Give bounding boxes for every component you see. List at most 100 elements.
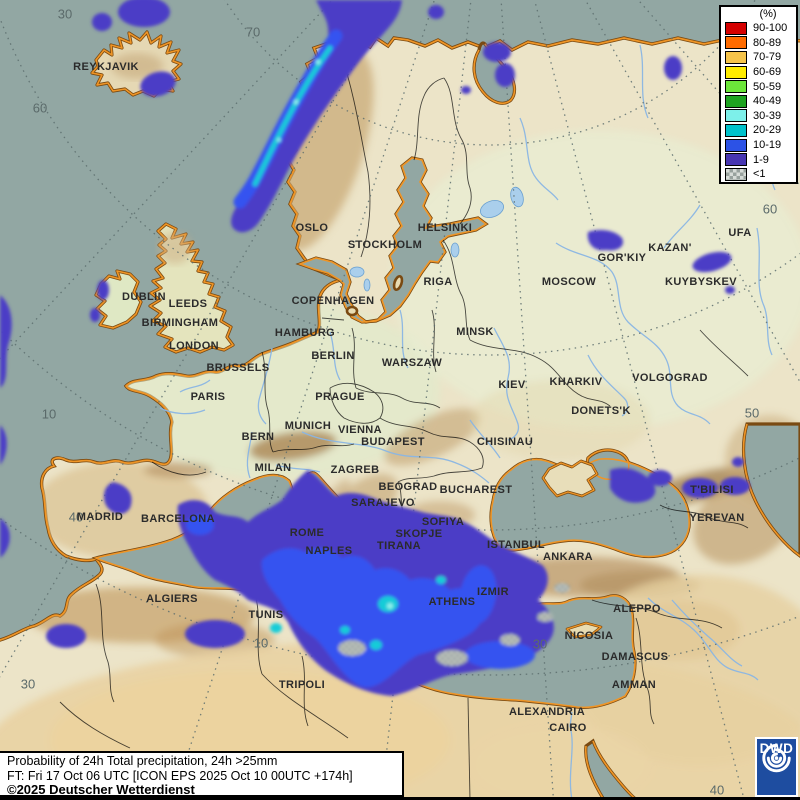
dwd-logo: DWD (755, 737, 798, 797)
city-label-moscow: MOSCOW (541, 276, 597, 288)
legend-range-label: 50-59 (753, 80, 782, 93)
city-label-naples: NAPLES (305, 545, 353, 557)
graticule-label: 50 (744, 405, 760, 421)
city-label-hamburg: HAMBURG (274, 327, 336, 339)
city-label-oslo: OSLO (295, 222, 329, 234)
city-label-prague: PRAGUE (315, 391, 365, 403)
city-label-rome: ROME (289, 527, 325, 539)
legend-row: 90-100 (725, 21, 793, 36)
bottom-border (0, 797, 800, 800)
city-label-gor-kiy: GOR'KIY (597, 252, 647, 264)
legend-row: 40-49 (725, 94, 793, 109)
graticule-label: 10 (253, 635, 269, 651)
city-label-brussels: BRUSSELS (206, 362, 270, 374)
legend-swatch (725, 21, 747, 35)
city-label-volgograd: VOLGOGRAD (632, 372, 708, 384)
city-label-tirana: TIRANA (377, 540, 421, 552)
legend-swatch (725, 80, 747, 94)
city-label-kiev: KIEV (498, 379, 526, 391)
city-label-barcelona: BARCELONA (141, 513, 215, 525)
city-label-berlin: BERLIN (311, 350, 355, 362)
city-label-budapest: BUDAPEST (361, 436, 425, 448)
city-label-nicosia: NICOSIA (564, 630, 614, 642)
legend-range-label: 20-29 (753, 124, 782, 137)
city-label-ankara: ANKARA (542, 551, 594, 563)
legend-row: 10-19 (725, 138, 793, 153)
graticule-label: 40 (68, 509, 84, 525)
city-label-istanbul: ISTANBUL (487, 539, 545, 551)
graticule-label: 30 (57, 6, 73, 22)
graticule-label: 10 (41, 406, 57, 422)
city-label-bern: BERN (241, 431, 275, 443)
city-label-paris: PARIS (190, 391, 226, 403)
legend-row: 30-39 (725, 109, 793, 124)
legend-rows: 90-100 80-89 70-79 60-69 50-59 40-49 30-39 20-2… (725, 21, 793, 182)
city-label-riga: RIGA (423, 276, 453, 288)
city-label-athens: ATHENS (428, 596, 476, 608)
precip-gorkiy (587, 230, 624, 251)
city-label-zagreb: ZAGREB (330, 464, 380, 476)
city-label-ufa: UFA (728, 227, 752, 239)
city-label-dublin: DUBLIN (122, 291, 166, 303)
legend-row: 70-79 (725, 50, 793, 65)
legend-row: <1 (725, 167, 793, 182)
city-label-madrid: MADRID (76, 511, 124, 523)
legend-swatch (725, 153, 747, 167)
legend-row: 20-29 (725, 123, 793, 138)
precipitation-legend: (%) 90-100 80-89 70-79 60-69 50-59 40-49 30-39… (719, 5, 798, 184)
city-label-alexandria: ALEXANDRIA (508, 706, 586, 718)
city-label-izmir: IZMIR (477, 586, 509, 598)
legend-row: 50-59 (725, 79, 793, 94)
graticule-label: 60 (32, 100, 48, 116)
map-copyright: ©2025 Deutscher Wetterdienst (7, 782, 195, 798)
country-borders (59, 57, 749, 800)
city-label-reykjavik: REYKJAVIK (73, 61, 139, 73)
graticule-label: 40 (709, 782, 725, 798)
city-label-chisinau: CHISINAU (476, 436, 534, 448)
legend-swatch (725, 50, 747, 64)
legend-range-label: 80-89 (753, 36, 782, 49)
legend-swatch (725, 167, 747, 181)
legend-row: 80-89 (725, 36, 793, 51)
precip-caucasus (610, 468, 656, 503)
city-label-stockholm: STOCKHOLM (347, 239, 423, 251)
city-label-warszaw: WARSZAW (381, 357, 443, 369)
legend-range-label: 70-79 (753, 51, 782, 64)
city-label-tripoli: TRIPOLI (278, 679, 326, 691)
legend-row: 1-9 (725, 152, 793, 167)
city-label-skopje: SKOPJE (395, 528, 443, 540)
legend-unit-label: (%) (759, 8, 777, 20)
legend-range-label: 10-19 (753, 139, 782, 152)
city-label-aleppo: ALEPPO (613, 603, 661, 615)
legend-swatch (725, 123, 747, 137)
legend-swatch (725, 36, 747, 50)
precip-lt1-patches (338, 583, 570, 666)
city-label-kharkiv: KHARKIV (549, 376, 603, 388)
legend-range-label: 40-49 (753, 95, 782, 108)
city-label-beograd: BEOGRAD (378, 481, 438, 493)
city-label-london: LONDON (168, 340, 220, 352)
legend-swatch (725, 109, 747, 123)
graticule-label: 30 (532, 636, 548, 652)
graticule-label: 30 (20, 676, 36, 692)
legend-range-label: 90-100 (753, 22, 788, 35)
city-label-t-bilisi: T'BILISI (690, 484, 734, 496)
city-label-yerevan: YEREVAN (689, 512, 745, 524)
legend-swatch (725, 65, 747, 79)
city-label-damascus: DAMASCUS (601, 651, 669, 663)
legend-swatch (725, 94, 747, 108)
city-label-milan: MILAN (254, 462, 292, 474)
city-label-birmingham: BIRMINGHAM (141, 317, 219, 329)
precip-norway-band (231, 0, 402, 233)
city-label-munich: MUNICH (284, 420, 332, 432)
city-label-minsk: MINSK (456, 326, 494, 338)
city-label-helsinki: HELSINKI (417, 222, 473, 234)
graticule-label: 70 (245, 24, 261, 40)
city-label-bucharest: BUCHAREST (439, 484, 513, 496)
city-label-leeds: LEEDS (168, 298, 208, 310)
legend-range-label: 60-69 (753, 66, 782, 79)
dwd-spiral-icon (762, 743, 791, 773)
map-title: Probability of 24h Total precipitation, … (7, 754, 278, 768)
